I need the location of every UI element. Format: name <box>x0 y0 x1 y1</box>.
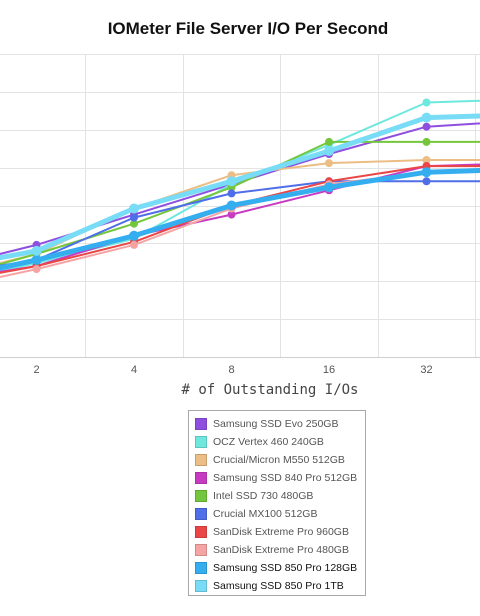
legend-label: Samsung SSD 840 Pro 512GB <box>213 471 358 484</box>
data-point <box>422 156 431 164</box>
data-point <box>32 265 41 274</box>
x-tick-label: 32 <box>420 364 432 376</box>
data-point <box>31 255 42 265</box>
series-lines <box>0 98 480 279</box>
chart-title: IOMeter File Server I/O Per Second <box>107 19 389 38</box>
data-point <box>325 159 333 168</box>
legend-item[interactable]: Samsung SSD 840 Pro 512GB <box>195 470 357 485</box>
legend-label: Crucial MX100 512GB <box>213 508 318 520</box>
data-point <box>422 177 431 186</box>
data-point <box>422 98 431 107</box>
plot-area: 2 4 8 16 32 <box>0 54 480 376</box>
data-point <box>130 219 138 228</box>
series-line <box>0 169 480 279</box>
legend-swatch <box>195 580 207 593</box>
series-line <box>0 122 480 255</box>
data-point <box>129 203 139 214</box>
x-tick-label: 2 <box>33 364 39 376</box>
data-point <box>227 189 236 198</box>
legend-swatch <box>195 435 207 448</box>
legend-swatch <box>195 526 207 539</box>
legend-swatch <box>195 417 207 430</box>
legend-label: Samsung SSD 850 Pro 128GB <box>213 562 358 575</box>
data-point <box>129 230 139 241</box>
grid-lines <box>0 54 480 358</box>
x-tick-labels: 2 4 8 16 32 <box>33 364 432 376</box>
legend-label: Samsung SSD 850 Pro 1TB <box>213 580 344 593</box>
legend-label: Crucial/Micron M550 512GB <box>213 453 345 466</box>
legend-item[interactable]: Samsung SSD 850 Pro 1TB <box>195 579 344 594</box>
series-samsung-ssd-850-pro-128gb <box>0 167 480 271</box>
data-point <box>130 213 138 222</box>
data-point <box>422 137 431 146</box>
data-point <box>324 146 334 156</box>
legend-item[interactable]: OCZ Vertex 460 240GB <box>195 434 324 449</box>
data-point <box>227 210 236 219</box>
legend-swatch <box>195 544 207 557</box>
legend-swatch <box>195 471 207 484</box>
legend-item[interactable]: Crucial MX100 512GB <box>195 507 317 522</box>
legend-swatch <box>195 508 207 520</box>
series-sandisk-extreme-pro-480gb <box>0 168 480 279</box>
legend-label: SanDisk Extreme Pro 960GB <box>213 526 349 539</box>
legend-swatch <box>195 562 207 575</box>
legend-swatch <box>195 453 207 466</box>
legend-label: OCZ Vertex 460 240GB <box>213 435 324 448</box>
series-samsung-ssd-850-pro-1tb <box>0 112 480 261</box>
data-point <box>324 182 334 193</box>
data-point <box>421 167 432 178</box>
series-samsung-ssd-evo-250gb <box>0 122 480 255</box>
legend-item[interactable]: Samsung SSD 850 Pro 128GB <box>195 561 357 576</box>
x-tick-label: 4 <box>131 364 137 376</box>
legend-swatch <box>195 489 207 502</box>
data-point <box>226 176 237 187</box>
series-line <box>0 167 480 271</box>
x-tick-label: 8 <box>228 364 234 376</box>
legend-item[interactable]: SanDisk Extreme Pro 480GB <box>195 543 349 558</box>
data-point <box>226 200 237 211</box>
legend: Samsung SSD Evo 250GB OCZ Vertex 460 240G… <box>188 410 366 596</box>
data-point <box>31 245 42 256</box>
legend-item[interactable]: Crucial/Micron M550 512GB <box>195 452 345 467</box>
legend-item[interactable]: Intel SSD 730 480GB <box>195 488 313 503</box>
data-point <box>422 122 431 131</box>
x-tick-label: 16 <box>323 364 335 376</box>
legend-item[interactable]: Samsung SSD Evo 250GB <box>195 416 338 431</box>
legend-item[interactable]: SanDisk Extreme Pro 960GB <box>195 525 349 540</box>
x-axis-title: # of Outstanding I/Os <box>181 382 359 398</box>
legend-label: SanDisk Extreme Pro 480GB <box>213 544 349 557</box>
data-point <box>325 137 333 146</box>
legend-label: Samsung SSD Evo 250GB <box>213 417 339 430</box>
legend-label: Intel SSD 730 480GB <box>213 489 314 502</box>
data-point <box>421 112 432 123</box>
data-point <box>130 240 138 249</box>
